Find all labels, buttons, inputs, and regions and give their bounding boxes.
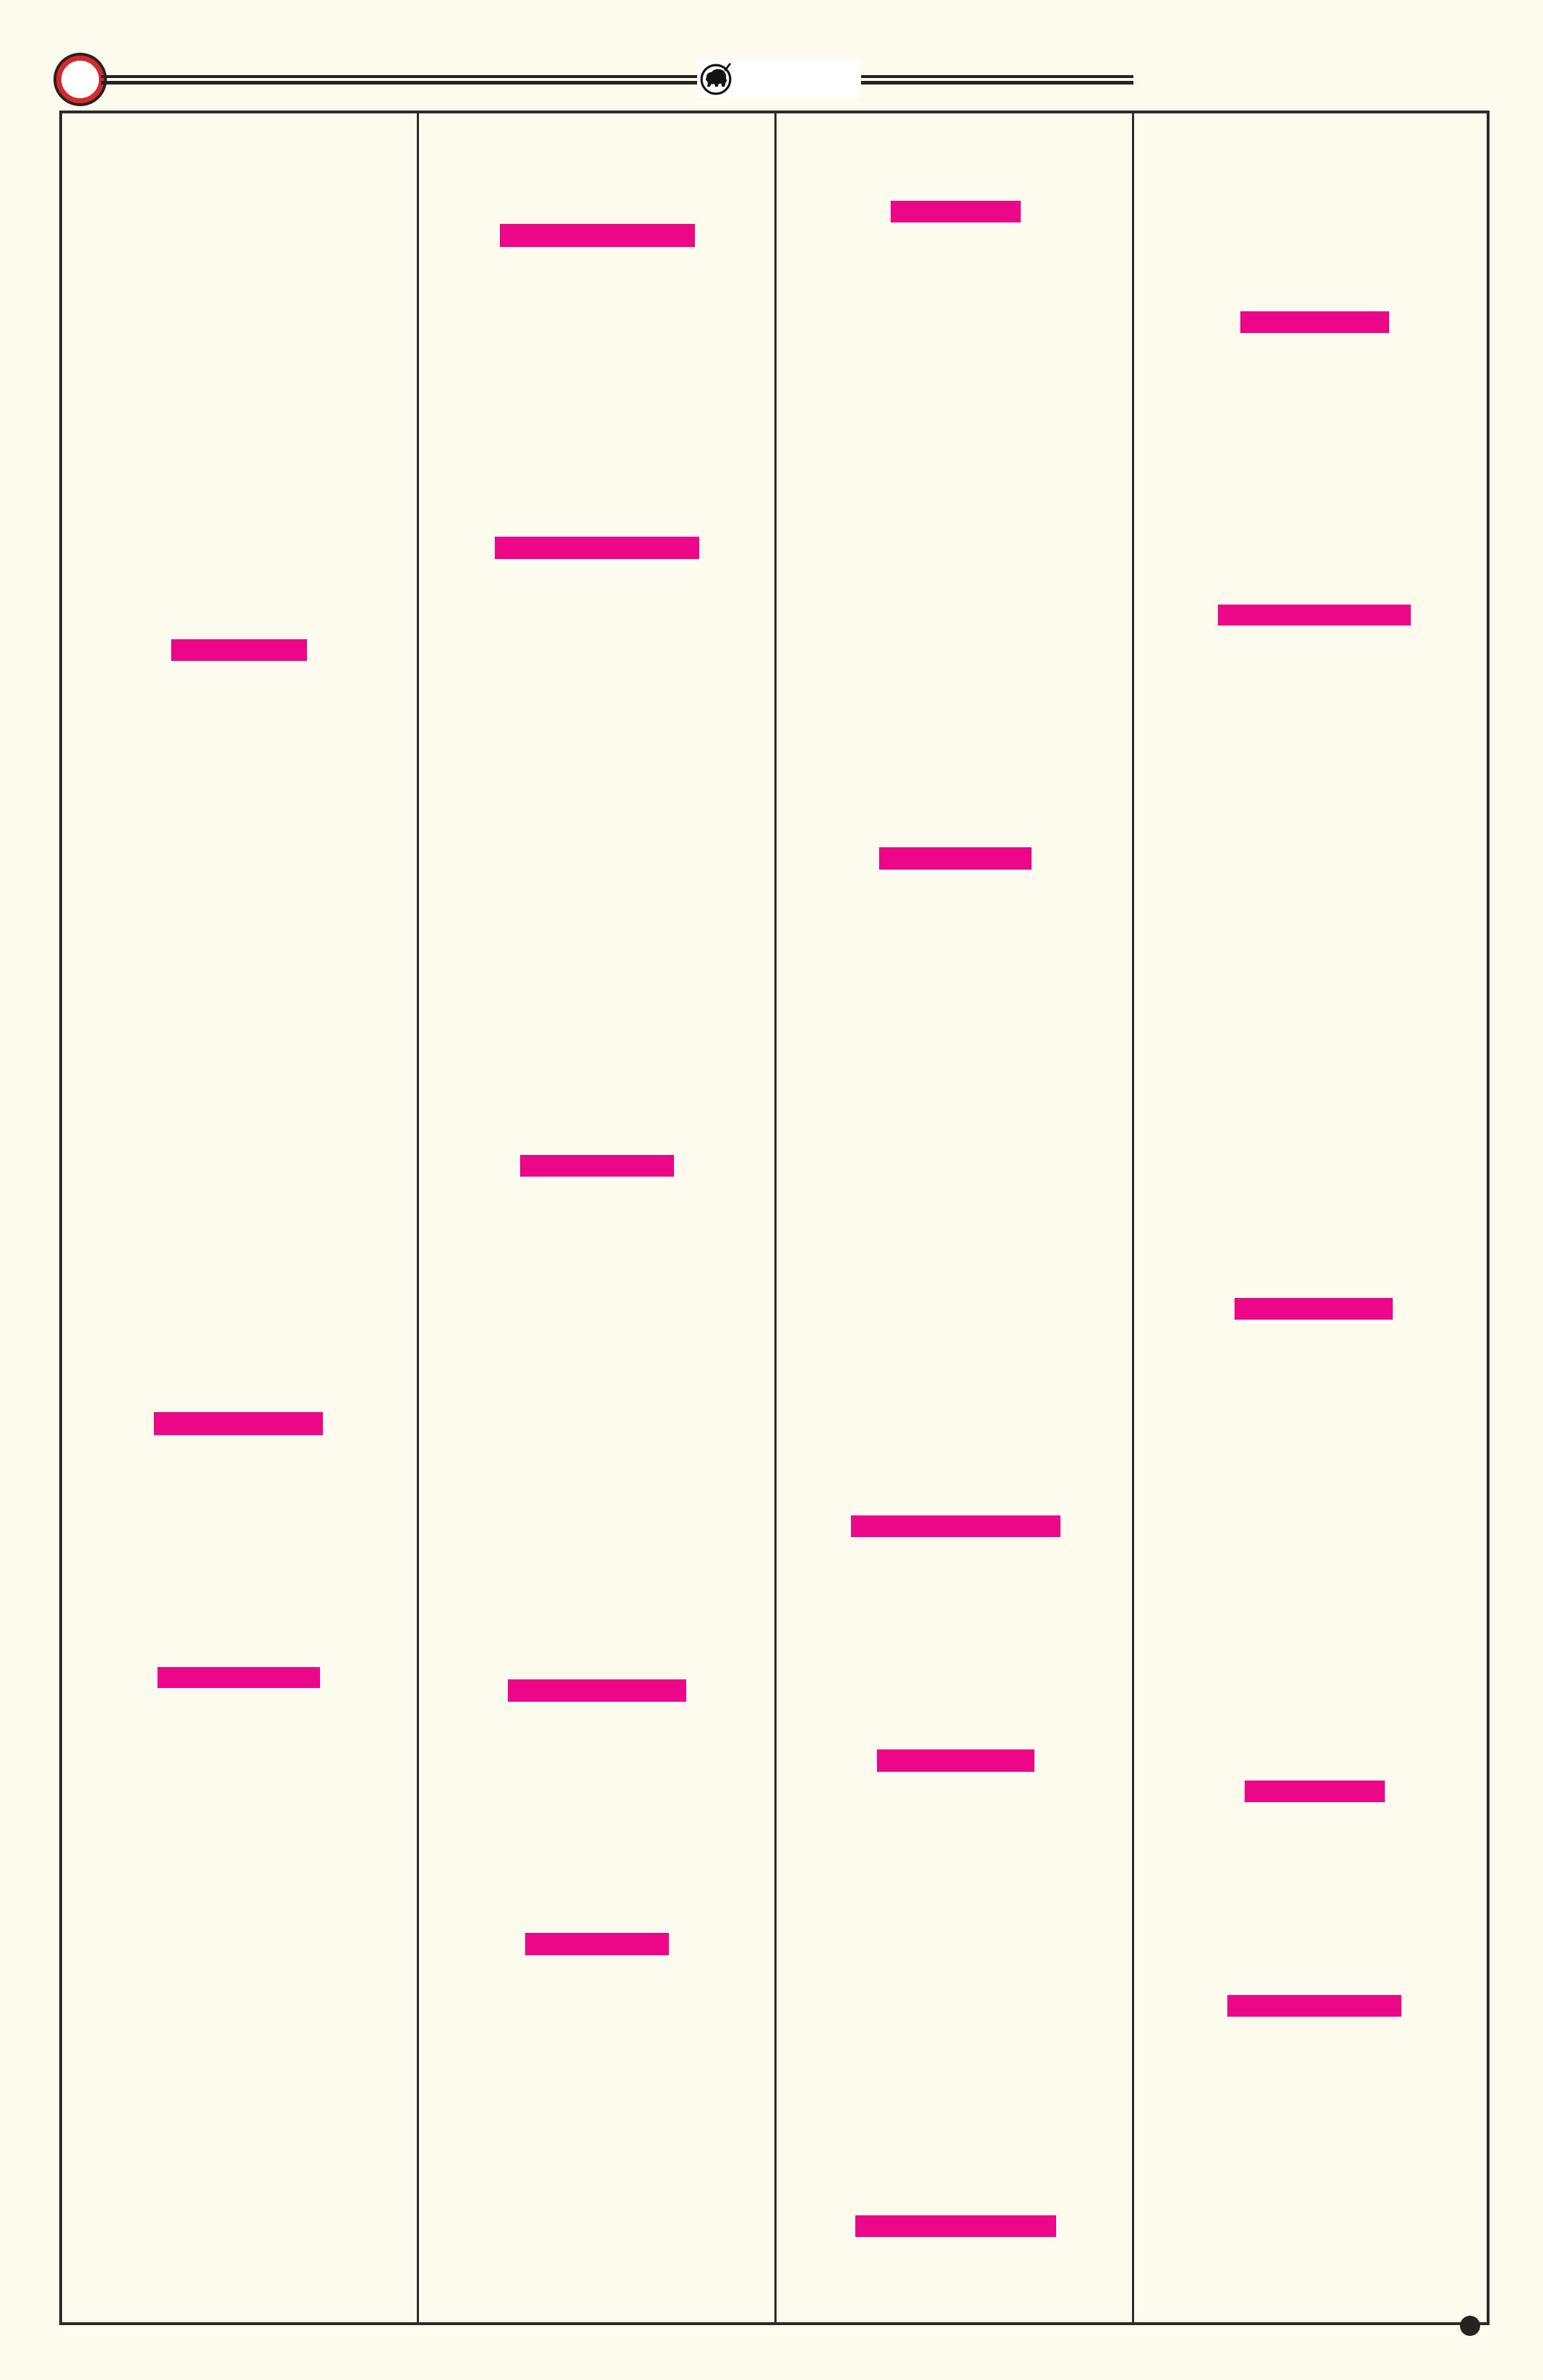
redaction-bar (1227, 1995, 1401, 2017)
redaction-bar (879, 847, 1032, 870)
column-divider (417, 113, 419, 2322)
redaction-bar (851, 1515, 1060, 1537)
column-divider (774, 113, 777, 2322)
redaction-bar (525, 1933, 669, 1955)
redaction-bar (157, 1667, 320, 1688)
redaction-bar (154, 1412, 323, 1435)
header-rule-right (861, 75, 1133, 85)
column-divider (1132, 113, 1134, 2322)
redaction-bar (171, 639, 307, 661)
redaction-bar (1218, 605, 1411, 626)
logo-badge (697, 60, 860, 98)
corner-dot (1460, 2316, 1480, 2336)
table-frame (59, 111, 1490, 2325)
boar-emblem-icon (700, 63, 732, 95)
redaction-bar (1245, 1780, 1385, 1802)
ornament-circle (56, 56, 104, 103)
redaction-bar (877, 1749, 1034, 1772)
redaction-bar (495, 537, 699, 559)
redaction-bar (891, 201, 1021, 222)
redaction-bar (1240, 311, 1389, 333)
redaction-bar (520, 1155, 674, 1177)
redaction-bar (500, 224, 695, 247)
redaction-bar (508, 1679, 686, 1702)
header-rule-left (101, 75, 699, 85)
redaction-bar (855, 2215, 1056, 2237)
redaction-bar (1235, 1298, 1393, 1320)
